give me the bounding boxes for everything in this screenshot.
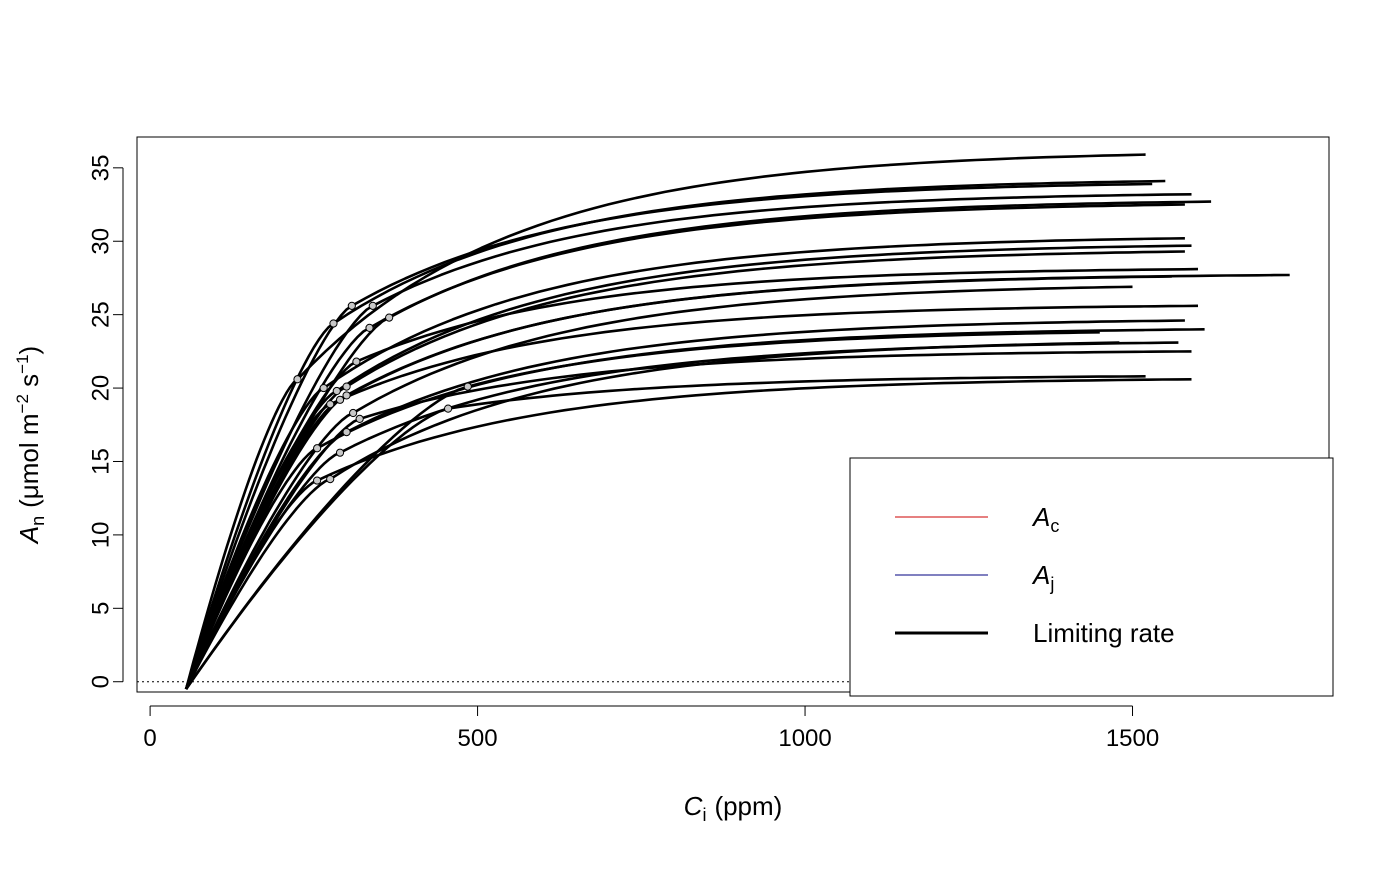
y-axis-title: An (μmol m−2 s−1): [13, 346, 48, 545]
y-tick-label: 30: [88, 228, 115, 255]
y-axis-subscript: n: [28, 516, 48, 526]
transition-point: [326, 400, 335, 409]
limiting-rate-curve: [184, 153, 1146, 690]
transition-point: [368, 301, 377, 310]
transition-point: [313, 476, 322, 485]
x-axis-subscript: i: [702, 805, 706, 825]
legend-label-aj: Aj: [1031, 560, 1054, 594]
x-tick-label: 1000: [778, 725, 831, 752]
legend-box: [849, 457, 1334, 697]
y-axis-unit-suffix: ): [14, 346, 44, 355]
y-axis-unit-prefix: (μmol m: [14, 413, 44, 507]
transition-points-layer: [293, 301, 472, 485]
curves-layer: [184, 153, 1290, 690]
transition-point: [342, 391, 351, 400]
y-axis: 0 5 10 15 20 25 30 35: [88, 154, 124, 688]
transition-point: [349, 408, 358, 418]
transition-point: [335, 448, 345, 457]
limiting-rate-curve: [184, 285, 1133, 690]
limiting-rate-curve: [184, 182, 1153, 690]
x-axis-symbol: C: [684, 791, 703, 821]
legend-ac-subscript: c: [1050, 516, 1059, 536]
limiting-rate-curve: [184, 378, 1192, 690]
x-axis-unit: (ppm): [714, 791, 782, 821]
y-axis-unit-exp1: −2: [13, 394, 32, 413]
y-tick-label: 0: [88, 675, 115, 688]
transition-point: [342, 382, 351, 391]
transition-point: [347, 301, 356, 310]
limiting-rate-curve: [184, 193, 1192, 690]
x-axis: 0 500 1000 1500: [143, 705, 1159, 752]
transition-point: [319, 383, 328, 393]
limiting-rate-curve: [184, 237, 1185, 690]
y-tick-label: 25: [88, 301, 115, 328]
limiting-rate-curve: [184, 319, 1185, 690]
y-tick-label: 35: [88, 154, 115, 181]
limiting-rate-curve: [184, 203, 1185, 690]
y-axis-unit-mid: s: [14, 374, 44, 394]
y-tick-label: 15: [88, 448, 115, 475]
y-tick-label: 20: [88, 375, 115, 402]
limiting-rate-curve: [184, 350, 1192, 690]
legend: Ac Aj Limiting rate: [849, 457, 1334, 697]
legend-ac-symbol: A: [1031, 502, 1050, 532]
transition-point: [332, 386, 341, 396]
y-axis-unit-exp2: −1: [13, 354, 32, 373]
transition-point: [463, 382, 472, 391]
legend-label-limiting-rate: Limiting rate: [1033, 618, 1175, 648]
transition-point: [352, 357, 361, 366]
limiting-rate-curve: [185, 375, 1146, 690]
transition-point: [365, 323, 374, 332]
y-axis-symbol: A: [14, 526, 44, 545]
limiting-rate-curve: [184, 275, 1172, 690]
transition-point: [313, 444, 322, 453]
x-tick-label: 500: [458, 725, 498, 752]
limiting-rate-curve: [184, 341, 1120, 690]
x-tick-label: 0: [143, 725, 156, 752]
legend-label-ac: Ac: [1031, 502, 1059, 536]
transition-point: [342, 428, 351, 437]
transition-point: [329, 319, 338, 328]
y-tick-label: 5: [88, 602, 115, 615]
legend-aj-symbol: A: [1031, 560, 1050, 590]
legend-aj-subscript: j: [1049, 574, 1054, 594]
x-axis-title: Ci (ppm): [684, 791, 783, 825]
limiting-rate-curve: [184, 304, 1199, 690]
transition-point: [385, 313, 394, 322]
transition-point: [335, 395, 345, 404]
plot-frame: [136, 136, 1330, 693]
transition-point: [355, 414, 364, 424]
transition-point: [326, 475, 335, 484]
x-tick-label: 1500: [1106, 725, 1159, 752]
limiting-rate-curve: [185, 331, 1100, 690]
transition-point: [293, 375, 302, 384]
transition-point: [443, 404, 453, 413]
y-tick-label: 10: [88, 522, 115, 549]
